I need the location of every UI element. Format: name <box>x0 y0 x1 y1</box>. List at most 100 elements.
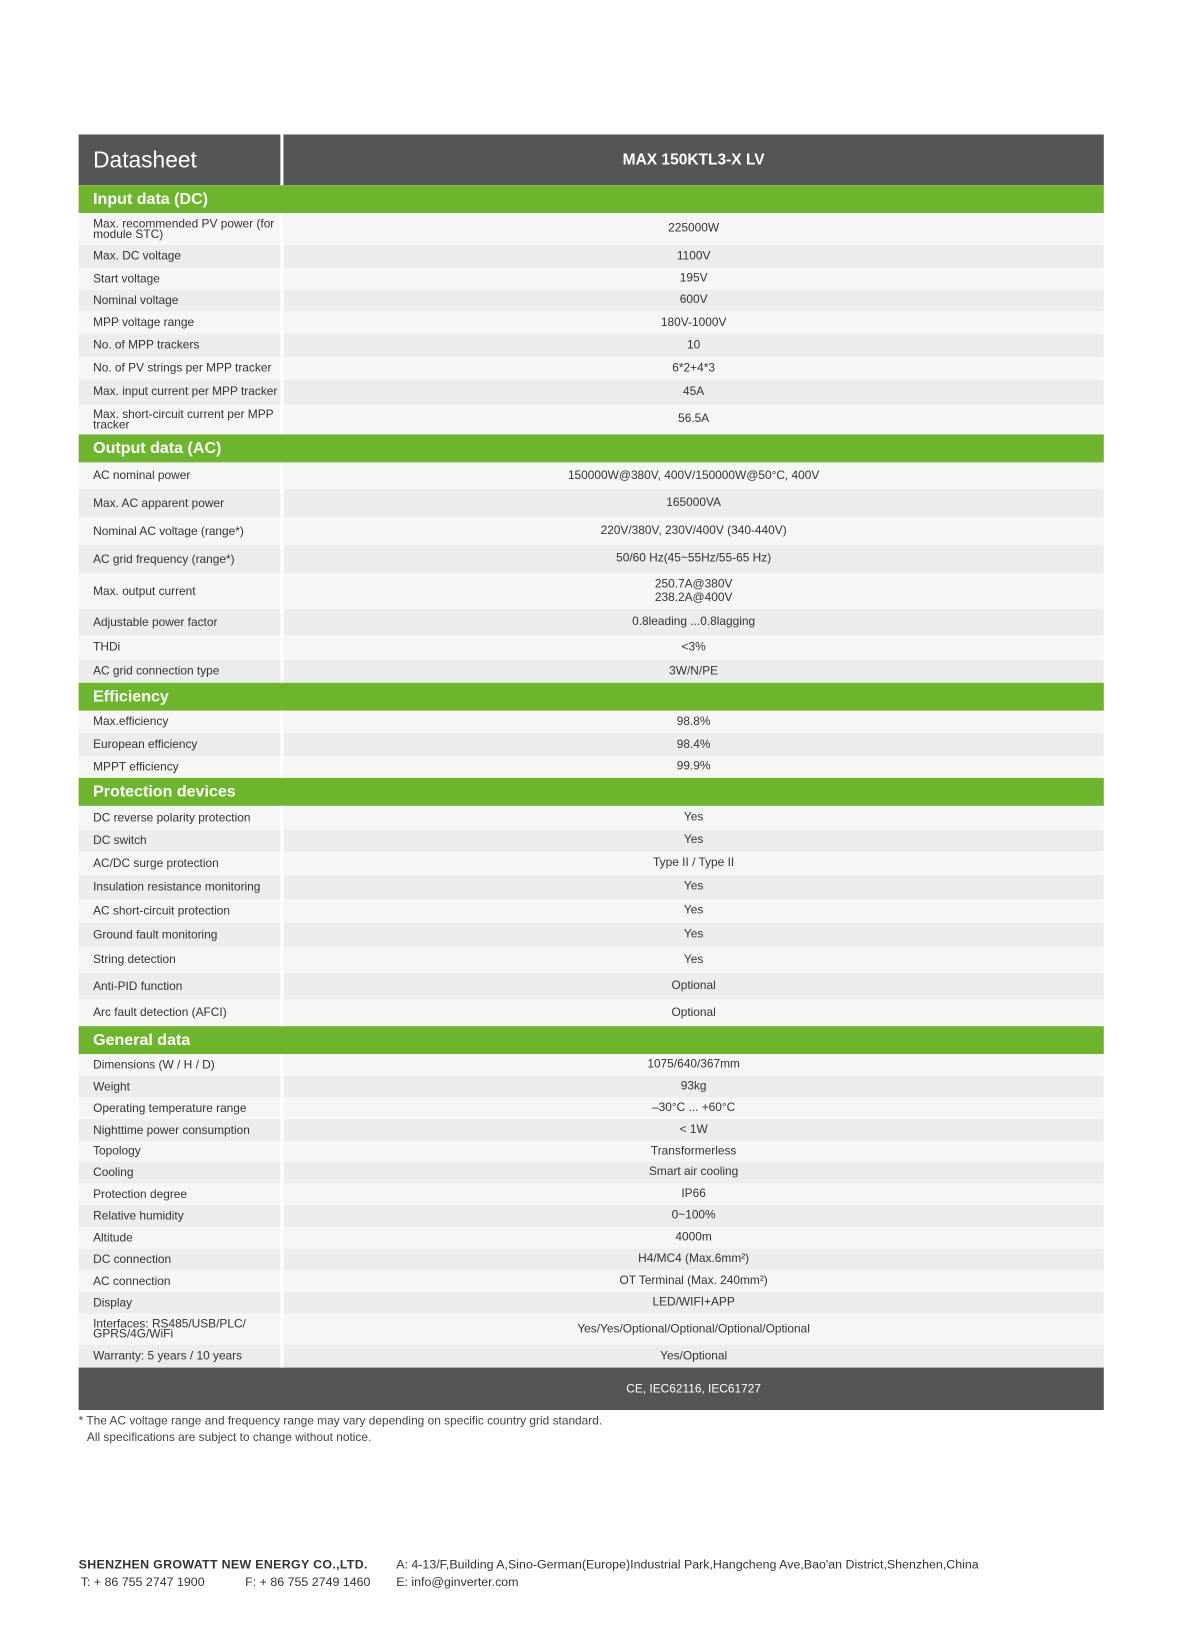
spec-label: Display <box>79 1292 284 1314</box>
spec-value: Yes <box>683 811 704 824</box>
table-row: Max.efficiency 98.8% <box>78 710 1104 734</box>
spec-label: European efficiency <box>79 733 284 757</box>
spec-label: AC connection <box>79 1270 284 1293</box>
section-rows: DC reverse polarity protection Yes DC swit… <box>78 805 1104 1027</box>
table-row: Cooling Smart air cooling <box>78 1161 1104 1184</box>
footnote-1: * The AC voltage range and frequency ran… <box>78 1415 603 1428</box>
spec-value: 99.9% <box>676 760 711 773</box>
table-row: Interfaces: RS485/USB/PLC/ GPRS/4G/WiFi Y… <box>78 1313 1104 1345</box>
spec-label: Max. output current <box>79 573 284 610</box>
spec-value: H4/MC4 (Max.6mm²) <box>638 1252 750 1266</box>
table-row: Nominal voltage 600V <box>78 289 1104 312</box>
spec-value: Optional <box>671 1006 716 1019</box>
spec-value: < 1W <box>679 1123 708 1136</box>
section-rows: Dimensions (W / H / D) 1075/640/367mm Weig… <box>78 1054 1104 1368</box>
spec-value: Yes <box>683 927 704 941</box>
table-row: DC reverse polarity protection Yes <box>78 805 1104 830</box>
spec-label: Dimensions (W / H / D) <box>79 1054 284 1076</box>
table-row: Max. input current per MPP tracker 45A <box>78 379 1104 405</box>
table-row: Max. output current 250.7A@380V 238.2A@40… <box>78 573 1104 610</box>
sections: Input data (DC) Max. recommended PV power… <box>78 185 1104 1368</box>
table-row: Insulation resistance monitoring Yes <box>78 875 1104 899</box>
table-row: Max. AC apparent power 165000VA <box>78 489 1104 518</box>
spec-value: OT Terminal (Max. 240mm²) <box>619 1274 768 1287</box>
spec-label: No. of MPP trackers <box>79 334 284 357</box>
spec-value: Yes <box>683 880 704 893</box>
spec-value: Transformerless <box>650 1144 737 1158</box>
table-row: Ground fault monitoring Yes <box>78 922 1104 947</box>
spec-label: Operating temperature range <box>79 1097 284 1120</box>
spec-value: Type II / Type II <box>653 856 735 869</box>
table-row: Display LED/WIFI+APP <box>78 1292 1104 1314</box>
spec-value: 250.7A@380V 238.2A@400V <box>654 577 733 604</box>
spec-label: Insulation resistance monitoring <box>79 875 284 899</box>
section-header: Output data (AC) <box>78 434 1104 463</box>
spec-value: 56.5A <box>678 412 710 426</box>
table-row: Nominal AC voltage (range*) 220V/380V, 23… <box>78 517 1104 546</box>
spec-value: Optional <box>671 979 716 993</box>
section-rows: Max. recommended PV power (for module ST… <box>78 213 1104 435</box>
spec-label: Anti-PID function <box>79 973 284 1000</box>
spec-value: 225000W <box>668 222 720 235</box>
spec-value: Smart air cooling <box>648 1165 739 1179</box>
section-rows: Max.efficiency 98.8% European efficiency 98… <box>78 710 1104 778</box>
table-row: Weight 93kg <box>78 1075 1104 1098</box>
spec-value: 600V <box>679 293 708 307</box>
spec-label: THDi <box>79 635 284 661</box>
spec-label: AC grid connection type <box>79 660 284 683</box>
section-header: Input data (DC) <box>78 185 1104 214</box>
spec-label: Warranty: 5 years / 10 years <box>79 1344 284 1368</box>
spec-value: Yes/Optional <box>660 1349 728 1362</box>
table-row: Arc fault detection (AFCI) Optional <box>78 999 1104 1027</box>
table-row: MPP voltage range 180V-1000V <box>78 311 1104 335</box>
spec-label: Topology <box>79 1141 284 1162</box>
table-row: Adjustable power factor 0.8leading ...0.8… <box>78 609 1104 636</box>
spec-label: DC switch <box>79 829 284 852</box>
table-row: Anti-PID function Optional <box>78 973 1104 1000</box>
spec-value: 93kg <box>680 1080 707 1093</box>
spec-value: 1100V <box>676 249 711 263</box>
spec-label: AC/DC surge protection <box>79 851 284 876</box>
table-row: DC switch Yes <box>78 829 1104 852</box>
spec-value: 165000VA <box>666 496 721 509</box>
company-address: A: 4-13/F,Building A,Sino-German(Europe)… <box>396 1556 979 1572</box>
spec-label: Nighttime power consumption <box>79 1119 284 1142</box>
table-row: European efficiency 98.4% <box>78 733 1104 757</box>
spec-label: Relative humidity <box>79 1205 284 1227</box>
spec-value: Yes <box>683 953 704 966</box>
spec-value: 50/60 Hz(45~55Hz/55-65 Hz) <box>616 552 772 565</box>
table-row: Operating temperature range –30°C ... +60… <box>78 1097 1104 1120</box>
table-row: Altitude 4000m <box>78 1226 1104 1249</box>
spec-value: 150000W@380V, 400V/150000W@50°C, 400V <box>567 469 820 482</box>
spec-label: Ground fault monitoring <box>79 922 284 947</box>
table-row: Start voltage 195V <box>78 267 1104 290</box>
spec-value: 98.4% <box>676 738 711 751</box>
datasheet-table: Datasheet MAX 150KTL3-X LV Input data (D… <box>78 134 1104 1411</box>
spec-label: DC connection <box>79 1248 284 1271</box>
spec-label: Adjustable power factor <box>79 609 284 636</box>
table-row: DC connection H4/MC4 (Max.6mm²) <box>78 1248 1104 1271</box>
table-row: Protection degree IP66 <box>78 1183 1104 1206</box>
table-row: THDi <3% <box>78 635 1104 661</box>
table-row: AC grid connection type 3W/N/PE <box>78 660 1104 683</box>
email-link[interactable]: E: info@ginverter.com <box>396 1574 519 1589</box>
table-row: Topology Transformerless <box>78 1141 1104 1162</box>
spec-value: 180V-1000V <box>660 316 727 329</box>
spec-value: LED/WIFI+APP <box>652 1296 735 1309</box>
spec-value: Yes <box>683 904 704 917</box>
table-row: AC grid frequency (range*) 50/60 Hz(45~55… <box>78 545 1104 574</box>
section-header: General data <box>78 1026 1104 1055</box>
company-name: SHENZHEN GROWATT NEW ENERGY CO.,LTD. <box>78 1556 368 1572</box>
spec-label: Interfaces: RS485/USB/PLC/ GPRS/4G/WiFi <box>79 1313 284 1345</box>
spec-label: Arc fault detection (AFCI) <box>79 999 284 1027</box>
spec-label: Max. input current per MPP tracker <box>79 379 284 405</box>
spec-value: 98.8% <box>676 715 711 728</box>
table-row: AC connection OT Terminal (Max. 240mm²) <box>78 1270 1104 1293</box>
datasheet-title: Datasheet <box>79 134 284 186</box>
spec-value: 3W/N/PE <box>669 664 719 678</box>
spec-label: Nominal voltage <box>79 289 284 312</box>
spec-value: 0~100% <box>671 1209 716 1222</box>
spec-label: Altitude <box>79 1226 284 1249</box>
spec-label: AC nominal power <box>79 462 284 490</box>
spec-label: Start voltage <box>79 267 284 290</box>
